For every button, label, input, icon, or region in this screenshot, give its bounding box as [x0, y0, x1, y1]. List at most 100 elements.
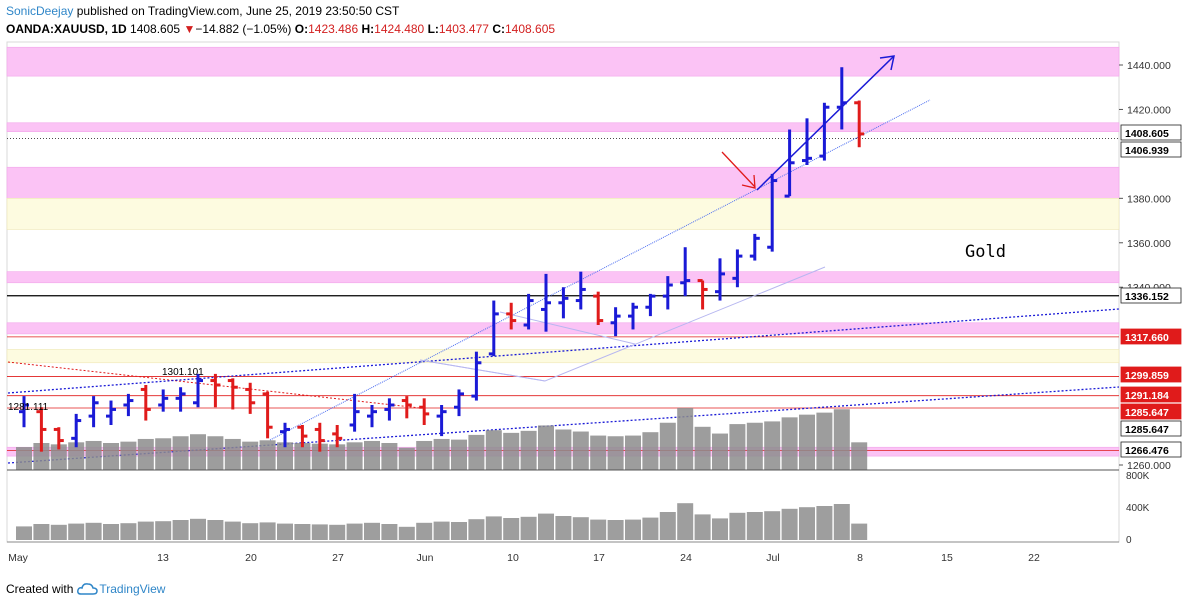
volume-overlay-bar — [607, 436, 624, 470]
volume-overlay-bar — [520, 430, 537, 470]
volume-bar — [799, 507, 815, 540]
up-arrow-line — [756, 55, 895, 191]
volume-overlay-bar — [398, 447, 415, 470]
ohlc-bar — [454, 389, 464, 417]
publish-text: published on TradingView.com, June 25, 2… — [76, 4, 400, 18]
volume-bar — [503, 518, 520, 540]
volume-overlay-bar — [16, 447, 32, 470]
volume-bar — [398, 526, 415, 540]
last-price: 1408.605 — [130, 22, 181, 36]
volume-overlay-bar — [764, 421, 781, 470]
volume-overlay-bar — [311, 443, 328, 470]
tradingview-logo[interactable]: TradingView — [77, 582, 165, 596]
svg-text:1406.939: 1406.939 — [1125, 145, 1169, 157]
annotation-low: 1281.111 — [8, 402, 49, 413]
ohlc-bar — [628, 302, 638, 330]
volume-bar — [16, 526, 32, 540]
volume-overlay-bar — [155, 438, 172, 470]
volume-bar — [590, 519, 607, 540]
ohlc-bar — [384, 398, 395, 421]
symbol-name: OANDA:XAUUSD, 1D — [6, 22, 127, 36]
volume-overlay-bar — [781, 417, 798, 470]
volume-overlay-bar — [137, 438, 154, 470]
ohlc-bar — [593, 291, 604, 325]
volume-bar — [468, 519, 485, 540]
volume-bar — [137, 521, 154, 540]
svg-text:1336.152: 1336.152 — [1125, 291, 1169, 303]
y-tick-label: 1260.000 — [1127, 460, 1171, 472]
zone-2 — [6, 166, 1120, 199]
volume-bar — [781, 508, 798, 540]
volume-overlay-bar — [364, 440, 380, 470]
volume-overlay-bar — [85, 440, 102, 470]
change-down-icon: ▼ — [183, 22, 196, 36]
ohlc-bar — [767, 173, 778, 252]
footer: Created with TradingView — [6, 582, 165, 596]
volume-bar — [155, 521, 172, 540]
volume-bar — [712, 518, 728, 540]
price-label-layer: 1408.605 1406.939 1336.152 1317.660 1299.859… — [1120, 124, 1182, 458]
zone-1 — [6, 122, 1120, 132]
volume-overlay-bar — [329, 444, 346, 470]
ohlc-bar — [401, 396, 412, 419]
volume-overlay-bar — [50, 444, 67, 470]
x-tick-label: Jun — [417, 552, 434, 564]
volume-bar — [746, 512, 763, 540]
ohlc-bar — [175, 387, 186, 412]
x-tick-label: 8 — [857, 552, 863, 564]
tradingview-brand: TradingView — [99, 582, 166, 596]
volume-bar — [416, 522, 433, 540]
volume-bar — [520, 516, 537, 540]
volume-overlay-bar — [538, 425, 554, 470]
projection-base — [419, 359, 546, 382]
down-arrow-line — [721, 151, 756, 188]
volume-overlay-bar — [694, 426, 711, 470]
volume-overlay-bar — [451, 439, 467, 470]
volume-bar — [33, 524, 50, 540]
volume-bar — [346, 523, 363, 540]
y-tick-label: 1360.000 — [1127, 238, 1171, 250]
volume-bar — [85, 522, 102, 540]
ohlc-bar — [193, 373, 203, 408]
svg-text:1408.605: 1408.605 — [1125, 128, 1169, 140]
ohlc-bar — [558, 287, 569, 319]
volume-overlay-bar — [712, 433, 728, 470]
x-tick-label: Jul — [766, 552, 779, 564]
ohlc-bar — [732, 249, 743, 288]
volume-overlay-bar — [851, 442, 868, 470]
x-tick-label: 24 — [680, 552, 692, 564]
volume-bar — [207, 520, 224, 540]
volume-overlay-bar — [207, 436, 224, 470]
volume-bar — [851, 523, 868, 540]
volume-bar — [729, 512, 746, 540]
high-value: 1424.480 — [374, 22, 425, 36]
volume-bar — [451, 522, 467, 540]
ohlc-bar — [854, 100, 865, 148]
time-axis[interactable]: May 13 20 27 Jun 10 17 24 Jul 8 15 22 — [7, 541, 1119, 564]
price-label: 1291.184 — [1120, 386, 1182, 403]
ohlc-bar — [575, 271, 586, 310]
ohlc-bar — [506, 302, 517, 330]
ohlc-bar — [123, 393, 134, 417]
ohlc-bar — [715, 258, 725, 301]
ohlc-bar — [367, 405, 377, 428]
volume-overlay-bar — [172, 436, 189, 470]
volume-bar — [294, 524, 311, 540]
volume-axis: 800K 400K 0 — [1126, 471, 1150, 546]
volume-overlay-bar — [503, 432, 520, 470]
volume-bar — [433, 521, 450, 540]
ohlc-bar — [19, 396, 29, 428]
x-tick-label: 15 — [941, 552, 953, 564]
ohlc-bar — [140, 385, 151, 421]
ohlc-bar — [471, 351, 482, 401]
volume-bar — [172, 520, 189, 540]
close-value: 1408.605 — [504, 22, 556, 36]
red-dotted-trendline — [7, 361, 421, 409]
ohlc-bar — [210, 373, 221, 408]
open-label: O: — [294, 22, 309, 36]
volume-bar — [329, 524, 346, 540]
author-link[interactable]: SonicDeejay — [6, 4, 74, 18]
volume-bar — [68, 523, 85, 540]
ohlc-bar — [541, 273, 551, 332]
